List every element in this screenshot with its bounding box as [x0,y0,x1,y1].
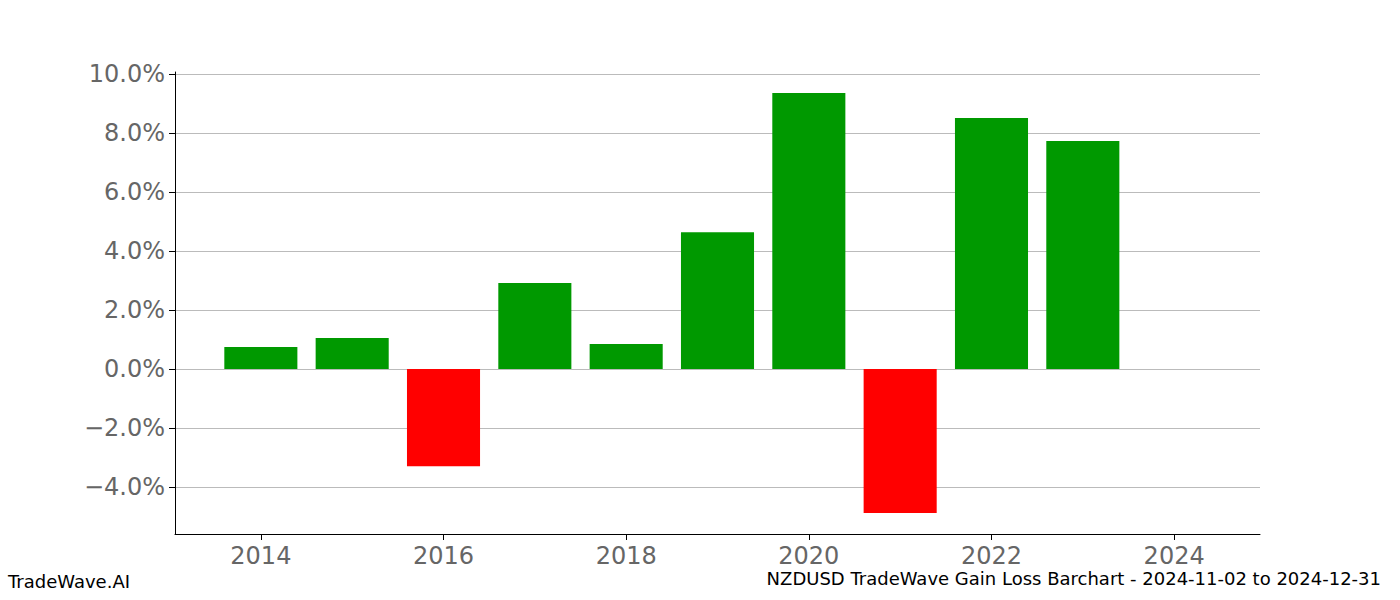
svg-text:2020: 2020 [778,542,839,570]
svg-text:2016: 2016 [413,542,474,570]
svg-text:6.0%: 6.0% [104,178,165,206]
svg-text:−2.0%: −2.0% [84,414,165,442]
svg-text:10.0%: 10.0% [89,60,165,88]
svg-text:4.0%: 4.0% [104,237,165,265]
svg-text:−4.0%: −4.0% [84,473,165,501]
svg-text:8.0%: 8.0% [104,119,165,147]
svg-text:2022: 2022 [961,542,1022,570]
svg-text:2024: 2024 [1144,542,1205,570]
svg-text:NZDUSD TradeWave Gain Loss Bar: NZDUSD TradeWave Gain Loss Barchart - 20… [767,568,1381,589]
svg-text:2018: 2018 [596,542,657,570]
svg-text:2.0%: 2.0% [104,296,165,324]
svg-text:2014: 2014 [230,542,291,570]
svg-text:TradeWave.AI: TradeWave.AI [7,571,130,592]
svg-text:0.0%: 0.0% [104,355,165,383]
